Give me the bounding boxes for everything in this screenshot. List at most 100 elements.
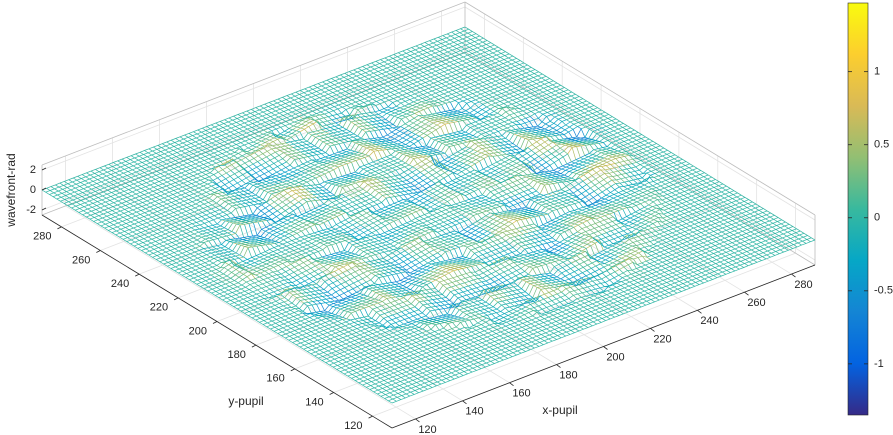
mesh-line <box>467 329 483 339</box>
mesh-line <box>581 124 597 135</box>
mesh-line <box>460 157 476 165</box>
mesh-line <box>503 58 517 64</box>
mesh-line <box>88 175 107 184</box>
mesh-line <box>461 214 477 227</box>
mesh-line <box>376 245 394 252</box>
mesh-line <box>648 142 664 153</box>
mesh-line <box>309 86 321 95</box>
mesh-line <box>335 76 348 84</box>
mesh-line <box>615 229 631 240</box>
mesh-line <box>592 237 608 249</box>
mesh-line <box>698 226 714 236</box>
mesh-line <box>647 274 663 285</box>
mesh-line <box>184 134 196 143</box>
mesh-line <box>686 201 702 211</box>
z-tick-label: -2 <box>26 204 36 216</box>
mesh-line <box>280 98 299 106</box>
mesh-line <box>320 317 339 325</box>
mesh-line <box>567 259 583 273</box>
mesh-line <box>377 284 396 288</box>
mesh-line <box>345 316 364 323</box>
mesh-line <box>656 183 672 193</box>
mesh-line <box>99 182 118 191</box>
mesh-line <box>636 162 652 172</box>
mesh-line <box>211 181 230 188</box>
mesh-line <box>263 122 282 131</box>
mesh-line <box>324 232 343 239</box>
mesh-line <box>298 287 316 292</box>
mesh-line <box>165 222 185 231</box>
mesh-line <box>296 232 315 240</box>
mesh-line <box>228 117 241 125</box>
z-tick-label: 2 <box>30 164 36 176</box>
mesh-line <box>493 114 509 125</box>
mesh-line <box>415 45 428 53</box>
mesh-line <box>398 63 417 72</box>
mesh-line <box>322 158 341 166</box>
mesh-line <box>218 290 237 298</box>
mesh-line <box>273 324 293 332</box>
mesh-line <box>249 132 268 140</box>
mesh-line <box>338 114 358 126</box>
mesh-line <box>547 196 563 206</box>
mesh-line <box>613 212 629 227</box>
mesh-line <box>595 309 611 320</box>
mesh-line <box>437 52 457 60</box>
mesh-line <box>454 142 470 153</box>
mesh-line <box>261 155 280 166</box>
y-tick-label: 160 <box>266 373 284 385</box>
mesh-line <box>272 269 291 277</box>
mesh-line <box>488 49 502 55</box>
mesh-line <box>671 192 687 202</box>
mesh-line <box>375 350 395 359</box>
mesh-line <box>239 245 257 259</box>
mesh-line <box>541 229 557 241</box>
mesh-line <box>522 175 538 183</box>
mesh-line <box>209 232 228 239</box>
mesh-line <box>251 310 270 319</box>
mesh-line <box>383 54 403 63</box>
mesh-line <box>442 117 458 132</box>
mesh-line <box>626 297 642 308</box>
mesh-line <box>572 172 588 179</box>
mesh-line <box>461 260 476 266</box>
mesh-line <box>498 127 514 135</box>
mesh-line <box>457 269 474 285</box>
mesh-line <box>574 141 590 154</box>
mesh-line <box>406 86 425 94</box>
mesh-line <box>481 324 497 334</box>
mesh-line <box>393 326 412 334</box>
mesh-line <box>267 231 286 242</box>
mesh-line <box>322 262 341 273</box>
mesh-line <box>462 33 477 40</box>
mesh-line <box>419 149 438 154</box>
mesh-line <box>464 242 480 252</box>
mesh-line <box>632 223 648 230</box>
mesh-line <box>525 117 541 131</box>
y-tick-label: 140 <box>305 396 323 408</box>
mesh-line <box>369 169 388 177</box>
mesh-line <box>453 233 469 242</box>
mesh-line <box>571 304 587 314</box>
mesh-line <box>213 145 232 154</box>
mesh-line <box>333 267 352 278</box>
mesh-line <box>512 77 528 88</box>
mesh-line <box>442 353 458 364</box>
mesh-line <box>504 141 520 153</box>
mesh-line <box>776 225 792 235</box>
mesh-line <box>510 107 527 119</box>
mesh-line <box>630 295 646 306</box>
mesh-line <box>189 166 208 174</box>
mesh-line <box>580 157 596 163</box>
mesh-line <box>520 245 539 254</box>
mesh-line <box>384 181 403 186</box>
mesh-line <box>618 124 634 135</box>
mesh-line <box>546 136 562 145</box>
mesh-line <box>324 210 343 220</box>
mesh-line <box>433 118 452 124</box>
mesh-line <box>411 120 430 133</box>
mesh-line <box>594 208 610 215</box>
mesh-line <box>439 110 458 115</box>
mesh-line <box>290 283 309 290</box>
mesh-line <box>528 139 544 154</box>
